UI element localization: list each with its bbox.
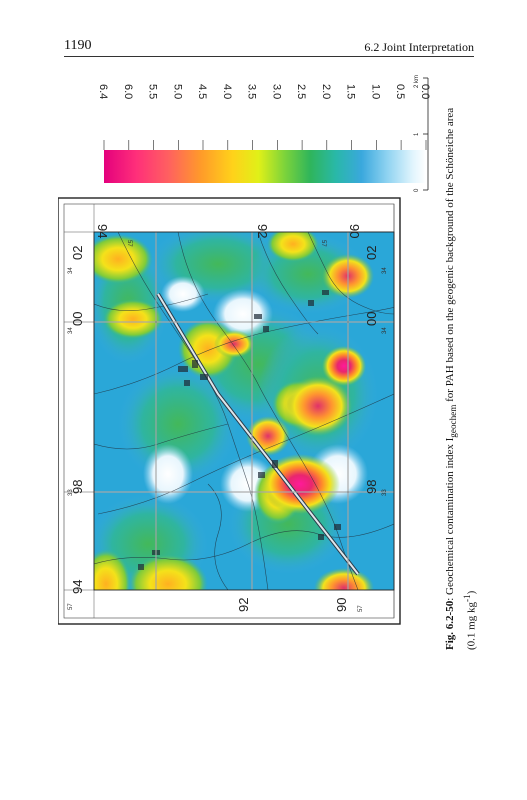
caption-text: : Geochemical contamination index I bbox=[444, 437, 456, 601]
legend: 6.4 6.0 5.5 5.0 4.5 4.0 3.5 3.0 2.5 2.0 1.5 1.0 0.5 0… bbox=[97, 75, 431, 192]
colorbar-label: 2.5 bbox=[295, 84, 307, 99]
colorbar-label: 5.0 bbox=[171, 84, 183, 99]
small-label-57-bl: 57 bbox=[68, 603, 74, 610]
km-scalebar: 0 1 2 km bbox=[414, 75, 429, 192]
map: 94 92 90 94 92 90 98 00 02 98 00 02 57 5… bbox=[58, 197, 401, 625]
colorbar-label: 5.5 bbox=[147, 84, 159, 99]
small-label-34-left: 34 bbox=[68, 327, 74, 334]
scalebar-label-0: 0 bbox=[414, 188, 420, 192]
caption-units-end: ) bbox=[465, 590, 478, 595]
map-grid-dark bbox=[94, 232, 394, 590]
grid-label-90-top: 90 bbox=[347, 224, 362, 238]
colorbar-label: 3.0 bbox=[270, 84, 282, 99]
contamination-map bbox=[94, 232, 394, 590]
figure: 6.4 6.0 5.5 5.0 4.5 4.0 3.5 3.0 2.5 2.0 1.5 1.0 0.5 0… bbox=[58, 64, 478, 714]
caption-text-2: for PAH based on the geogenic background… bbox=[444, 107, 456, 405]
caption-label: Fig. 6.2-50 bbox=[444, 600, 456, 650]
small-label-34-right: 34 bbox=[382, 327, 388, 334]
colorbar-label: 0.0 bbox=[419, 84, 431, 99]
figure-caption: Fig. 6.2-50: Geochemical contamination i… bbox=[443, 30, 479, 650]
running-head: 6.2 Joint Interpretation bbox=[364, 40, 474, 54]
colorbar-label: 1.5 bbox=[345, 84, 357, 99]
small-label-34-right2: 34 bbox=[382, 267, 388, 274]
main-road bbox=[156, 292, 360, 576]
caption-superscript: -1 bbox=[462, 594, 473, 603]
small-grid-labels: 57 57 57 57 33 34 34 33 34 34 bbox=[68, 240, 388, 612]
caption-units: (0.1 mg kg bbox=[465, 602, 478, 650]
grid-label-00-left: 00 bbox=[70, 312, 85, 326]
figure-svg: 6.4 6.0 5.5 5.0 4.5 4.0 3.5 3.0 2.5 2.0 1.5 1.0 0.5 0… bbox=[58, 75, 431, 625]
colorbar-label: 0.5 bbox=[394, 84, 406, 99]
small-label-57-tl: 57 bbox=[126, 240, 132, 247]
grid-label-98-right: 98 bbox=[364, 480, 379, 494]
grid-label-02-right: 02 bbox=[364, 246, 379, 260]
colorbar-label: 2.0 bbox=[320, 84, 332, 99]
scalebar-label-1: 1 bbox=[414, 132, 420, 136]
small-label-33-right: 33 bbox=[382, 489, 388, 496]
small-label-34-left2: 34 bbox=[68, 267, 74, 274]
colorbar-label: 4.5 bbox=[196, 84, 208, 99]
small-label-57-tr: 57 bbox=[320, 240, 326, 247]
grid-label-94-bottom: 94 bbox=[70, 580, 85, 594]
small-label-33-left: 33 bbox=[68, 489, 74, 496]
grid-label-92-bottom: 92 bbox=[236, 598, 251, 612]
colorbar-label: 6.0 bbox=[122, 84, 134, 99]
colorbar-ticks bbox=[103, 140, 427, 150]
header-rule bbox=[64, 56, 474, 57]
grid-label-90-bottom: 90 bbox=[334, 598, 349, 612]
grid-label-02-left: 02 bbox=[70, 246, 85, 260]
scalebar-label-2km: 2 km bbox=[414, 75, 420, 88]
colorbar-label: 6.4 bbox=[97, 84, 109, 99]
grid-label-98-left: 98 bbox=[70, 480, 85, 494]
grid-labels: 94 92 90 94 92 90 98 00 02 98 00 02 bbox=[70, 224, 379, 612]
grid-label-92-top: 92 bbox=[255, 224, 270, 238]
colorbar-label: 4.0 bbox=[221, 84, 233, 99]
grid-label-00-right: 00 bbox=[364, 312, 379, 326]
colorbar-labels: 6.4 6.0 5.5 5.0 4.5 4.0 3.5 3.0 2.5 2.0 1.5 1.0 0.5 0… bbox=[97, 84, 431, 99]
caption-subscript: geochem bbox=[448, 404, 459, 438]
small-label-57-br: 57 bbox=[358, 605, 364, 612]
colorbar-label: 3.5 bbox=[246, 84, 258, 99]
colorbar bbox=[104, 150, 426, 183]
grid-label-94-top: 94 bbox=[95, 224, 110, 238]
page-number: 1190 bbox=[64, 38, 92, 53]
colorbar-label: 1.0 bbox=[369, 84, 381, 99]
